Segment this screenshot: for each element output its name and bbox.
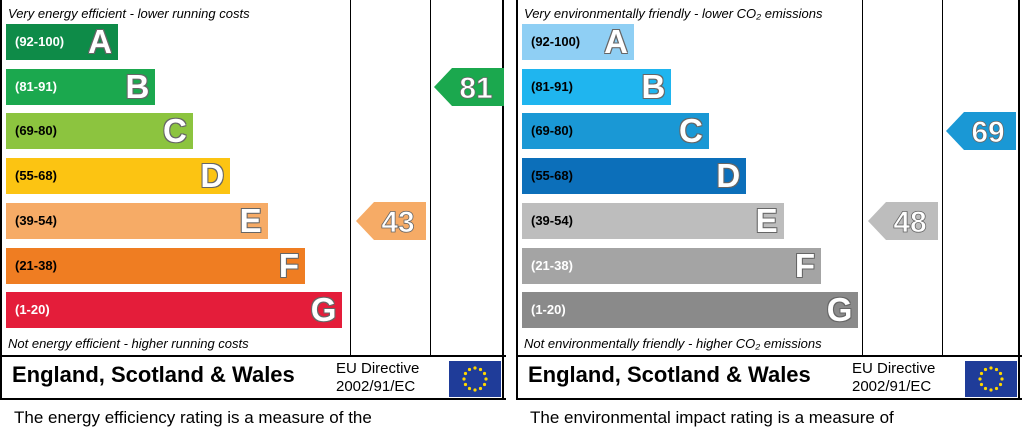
arrow-body (356, 201, 426, 240)
directive-line-2: 2002/91/EC (336, 378, 416, 395)
column-divider (430, 0, 431, 356)
band-c: (69-80) C (522, 112, 709, 150)
band-letter: C (162, 112, 187, 150)
potential-rating-arrow: 69 (946, 112, 1016, 151)
band-letter: A (604, 23, 628, 60)
eu-flag-icon (449, 361, 501, 402)
band-range-label: (81-91) (15, 78, 57, 94)
band-e: (39-54) E (6, 201, 268, 239)
column-divider (862, 0, 863, 356)
band-range-label: (92-100) (15, 34, 65, 49)
band-letter: B (125, 67, 150, 105)
band-f: (21-38) F (522, 246, 821, 284)
description-text: The environmental impact rating is a mea… (530, 408, 894, 427)
band-f: (21-38) F (6, 246, 305, 284)
band-range-label: (21-38) (15, 257, 57, 273)
band-letter: C (678, 112, 703, 150)
band-a: (92-100) A (522, 23, 634, 60)
band-g: (1-20) G (522, 291, 859, 329)
current-rating-arrow-shape: 43 (356, 201, 426, 240)
band-letter: F (278, 246, 299, 284)
current-rating-arrow-shape: 48 (868, 201, 938, 240)
panel-frame (0, 0, 504, 400)
arrow-body (434, 67, 504, 106)
band-letter: G (310, 291, 337, 329)
band-letter: E (239, 201, 262, 239)
band-b: (81-91) B (522, 67, 672, 105)
potential-rating-value: 81 (459, 72, 492, 105)
band-letter: G (826, 291, 853, 329)
directive-line-1: EU Directive (852, 360, 936, 377)
potential-rating-arrow: 81 (434, 67, 504, 106)
current-rating-arrow: 43 (356, 201, 426, 240)
band-range-label: (55-68) (531, 168, 573, 184)
divider (516, 398, 1022, 400)
divider (0, 355, 506, 357)
band-range-label: (92-100) (531, 34, 581, 49)
band-range-label: (39-54) (15, 212, 57, 228)
divider (516, 355, 1022, 357)
eu-directive: EU Directive 2002/91/EC (336, 360, 419, 396)
directive-line-1: EU Directive (336, 360, 420, 377)
potential-rating-value: 69 (971, 116, 1004, 149)
band-range-label: (1-20) (15, 302, 50, 318)
column-divider (350, 0, 351, 356)
band-letter: E (755, 201, 778, 239)
band-range-label: (39-54) (531, 212, 573, 228)
divider (0, 398, 506, 400)
band-letter: A (88, 23, 112, 60)
band-d: (55-68) D (522, 157, 747, 195)
region-label: England, Scotland & Wales (528, 362, 811, 387)
potential-rating-arrow-shape: 81 (434, 67, 504, 106)
region-label: England, Scotland & Wales (12, 362, 295, 387)
energy-efficiency-panel: Very energy efficient - lower running co… (0, 0, 506, 427)
band-a: (92-100) A (6, 23, 118, 60)
band-range-label: (81-91) (531, 78, 573, 94)
current-rating-value: 48 (893, 206, 926, 239)
band-letter: B (641, 67, 666, 105)
band-g: (1-20) G (6, 291, 343, 329)
environmental-impact-panel: Very environmentally friendly - lower CO… (516, 0, 1022, 427)
description-text: The energy efficiency rating is a measur… (14, 408, 372, 427)
band-letter: F (794, 246, 815, 284)
directive-line-2: 2002/91/EC (852, 378, 932, 395)
column-divider (942, 0, 943, 356)
eu-flag-icon (965, 361, 1017, 402)
current-rating-value: 43 (381, 206, 414, 239)
arrow-body (946, 112, 1016, 151)
band-range-label: (69-80) (531, 123, 573, 139)
band-range-label: (21-38) (531, 257, 573, 273)
band-range-label: (1-20) (531, 302, 566, 318)
top-caption: Very energy efficient - lower running co… (8, 6, 250, 21)
band-range-label: (69-80) (15, 123, 57, 139)
band-letter: D (200, 157, 225, 195)
eu-directive: EU Directive 2002/91/EC (852, 360, 935, 396)
arrow-body (868, 201, 938, 240)
band-c: (69-80) C (6, 112, 193, 150)
band-range-label: (55-68) (15, 168, 57, 184)
top-caption: Very environmentally friendly - lower CO… (524, 6, 823, 21)
band-e: (39-54) E (522, 201, 784, 239)
potential-rating-arrow-shape: 69 (946, 112, 1016, 151)
band-b: (81-91) B (6, 67, 156, 105)
panel-frame (516, 0, 1020, 400)
band-d: (55-68) D (6, 157, 231, 195)
band-letter: D (716, 157, 741, 195)
bottom-caption: Not energy efficient - higher running co… (8, 336, 249, 351)
bottom-caption: Not environmentally friendly - higher CO… (524, 336, 822, 351)
current-rating-arrow: 48 (868, 201, 938, 240)
